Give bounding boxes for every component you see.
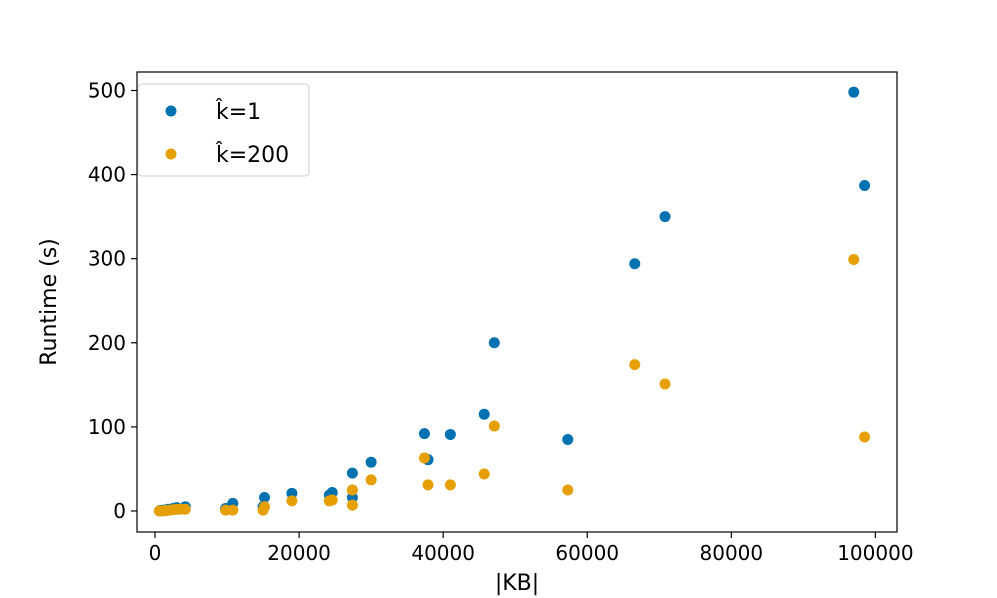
- x-tick-label: 0: [149, 541, 162, 565]
- data-point-series-1: [859, 180, 871, 192]
- legend-box: [137, 83, 310, 177]
- x-axis-label: |KB|: [495, 571, 539, 596]
- data-point-series-2: [227, 504, 239, 516]
- x-axis-ticks: 0 20000 40000 60000 80000 100000: [149, 532, 914, 565]
- data-point-series-2: [418, 452, 430, 464]
- x-tick-label: 100000: [837, 541, 913, 565]
- data-point-series-2: [346, 484, 358, 496]
- x-tick-label: 60000: [555, 541, 619, 565]
- x-tick-label: 20000: [267, 541, 331, 565]
- data-point-series-1: [326, 486, 338, 498]
- legend-marker-series-1: [165, 105, 177, 117]
- x-tick-label: 80000: [700, 541, 764, 565]
- legend-marker-series-2: [165, 148, 177, 160]
- y-tick-label: 0: [113, 499, 126, 523]
- y-tick-label: 100: [88, 415, 126, 439]
- data-point-series-1: [848, 86, 860, 98]
- data-point-series-2: [179, 503, 191, 515]
- data-point-series-2: [259, 501, 271, 513]
- data-point-series-2: [848, 254, 860, 266]
- data-point-series-2: [659, 378, 671, 390]
- data-point-series-2: [326, 494, 338, 506]
- y-tick-label: 500: [88, 79, 126, 103]
- data-point-series-2: [488, 420, 500, 432]
- x-tick-label: 40000: [411, 541, 475, 565]
- data-point-series-1: [286, 487, 298, 499]
- data-point-series-1: [562, 433, 574, 445]
- data-point-series-1: [478, 408, 490, 420]
- legend-label-series-2: k̂=200: [215, 142, 289, 168]
- data-point-series-1: [259, 492, 271, 504]
- legend-label-series-1: k̂=1: [215, 99, 261, 125]
- data-point-series-2: [629, 359, 641, 371]
- data-point-series-1: [346, 467, 358, 479]
- data-point-series-2: [444, 479, 456, 491]
- y-axis-label: Runtime (s): [37, 238, 62, 366]
- data-point-series-2: [422, 479, 434, 491]
- y-tick-label: 400: [88, 163, 126, 187]
- data-point-series-1: [365, 456, 377, 468]
- y-axis-ticks: 0 100 200 300 400 500: [88, 79, 137, 523]
- data-point-series-2: [346, 499, 358, 511]
- data-point-series-2: [859, 431, 871, 443]
- data-points: [153, 86, 871, 517]
- legend: k̂=1 k̂=200: [137, 83, 310, 177]
- data-point-series-2: [286, 495, 298, 507]
- data-point-series-1: [659, 211, 671, 223]
- data-point-series-2: [365, 474, 377, 486]
- data-point-series-1: [346, 492, 358, 504]
- data-point-series-2: [478, 468, 490, 480]
- y-tick-label: 200: [88, 331, 126, 355]
- data-point-series-1: [418, 428, 430, 440]
- data-point-series-1: [488, 337, 500, 349]
- data-point-series-2: [562, 484, 574, 496]
- data-point-series-1: [629, 258, 641, 270]
- y-tick-label: 300: [88, 247, 126, 271]
- data-point-series-1: [444, 428, 456, 440]
